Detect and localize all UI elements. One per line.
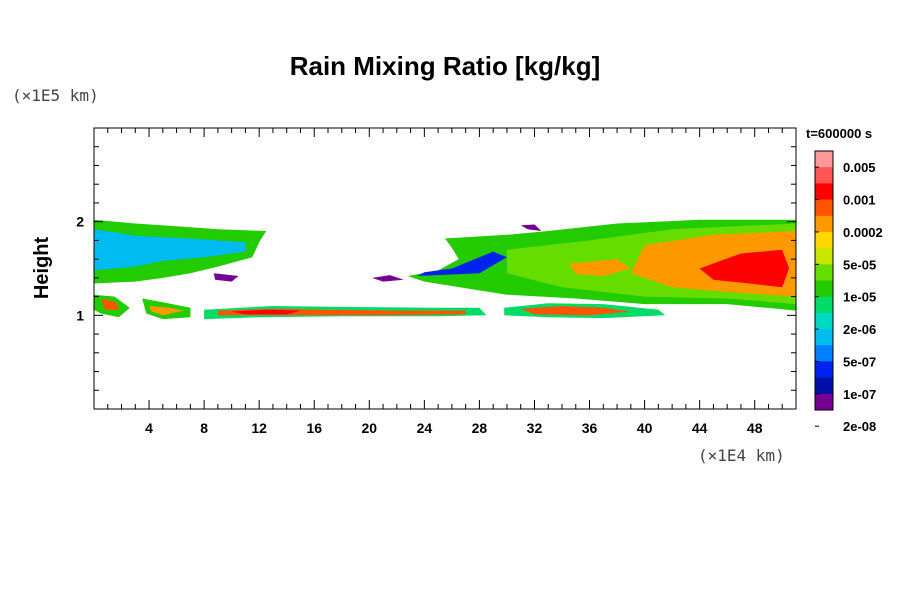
x-tick-label: 44	[692, 420, 708, 436]
rain-region-6	[568, 259, 631, 276]
x-axis: 4 8 12 16 20 24 28 32 36 40 44 48	[107, 128, 783, 436]
chart-title: Rain Mixing Ratio [kg/kg]	[290, 51, 601, 81]
x-tick-label: 36	[582, 420, 598, 436]
legend-swatch	[815, 264, 833, 281]
legend-swatch	[815, 345, 833, 362]
x-tick-label: 48	[747, 420, 763, 436]
plot-area	[93, 127, 797, 410]
x-tick-label: 28	[472, 420, 488, 436]
plot-frame	[93, 127, 797, 410]
rain-field	[94, 219, 796, 320]
x-tick-label: 16	[306, 420, 322, 436]
x-tick-label: 4	[145, 420, 153, 436]
legend-swatch	[815, 167, 833, 184]
legend-swatch	[815, 312, 833, 330]
rain-region-13	[100, 298, 119, 310]
legend-swatch	[815, 361, 833, 378]
legend-swatch	[815, 199, 833, 217]
legend-swatch	[815, 280, 833, 297]
rain-region-18	[231, 309, 301, 315]
y-tick-label: 1	[76, 307, 84, 323]
y-axis-unit: (×1E5 km)	[12, 86, 99, 105]
legend-swatch	[815, 329, 833, 346]
legend-label: 5e-05	[843, 257, 876, 272]
legend-label: 0.0002	[843, 225, 883, 240]
legend-label: 2e-06	[843, 322, 876, 337]
legend-swatch	[815, 231, 833, 249]
legend-swatch	[815, 296, 833, 314]
color-legend: 0.005 0.001 0.0002 5e-05 1e-05 2e-06 5e-07 1e-0…	[814, 150, 883, 434]
legend-frame	[814, 150, 834, 411]
rain-region-1	[94, 229, 246, 271]
legend-label: 5e-07	[843, 354, 876, 369]
y-axis-label: Height	[31, 237, 53, 300]
legend-label: 2e-08	[843, 419, 876, 434]
legend-swatch	[815, 151, 833, 168]
legend-swatch	[815, 215, 833, 233]
x-tick-label: 20	[362, 420, 378, 436]
rain-region-11	[520, 224, 542, 231]
rain-region-20	[520, 306, 631, 316]
rain-region-7	[699, 249, 790, 288]
x-tick-label: 12	[251, 420, 267, 436]
x-tick-label: 40	[637, 420, 653, 436]
legend-label: 0.001	[843, 193, 876, 208]
y-tick-label: 2	[76, 214, 84, 230]
legend-label: 1e-07	[843, 387, 876, 402]
legend-label: 1e-05	[843, 290, 876, 305]
x-tick-label: 8	[200, 420, 208, 436]
time-label: t=600000 s	[806, 126, 872, 141]
legend-swatch	[815, 377, 833, 395]
y-axis: 12	[76, 146, 796, 391]
legend-swatch	[815, 393, 833, 411]
rain-region-8	[417, 251, 507, 276]
rain-region-15	[149, 306, 184, 316]
rain-region-10	[372, 275, 404, 282]
x-tick-label: 24	[417, 420, 433, 436]
legend-label: 0.005	[843, 160, 876, 175]
legend-swatch	[815, 248, 833, 265]
legend-swatch	[815, 183, 833, 200]
x-tick-label: 32	[527, 420, 543, 436]
rain-region-9	[213, 273, 239, 282]
x-axis-unit: (×1E4 km)	[698, 446, 785, 465]
